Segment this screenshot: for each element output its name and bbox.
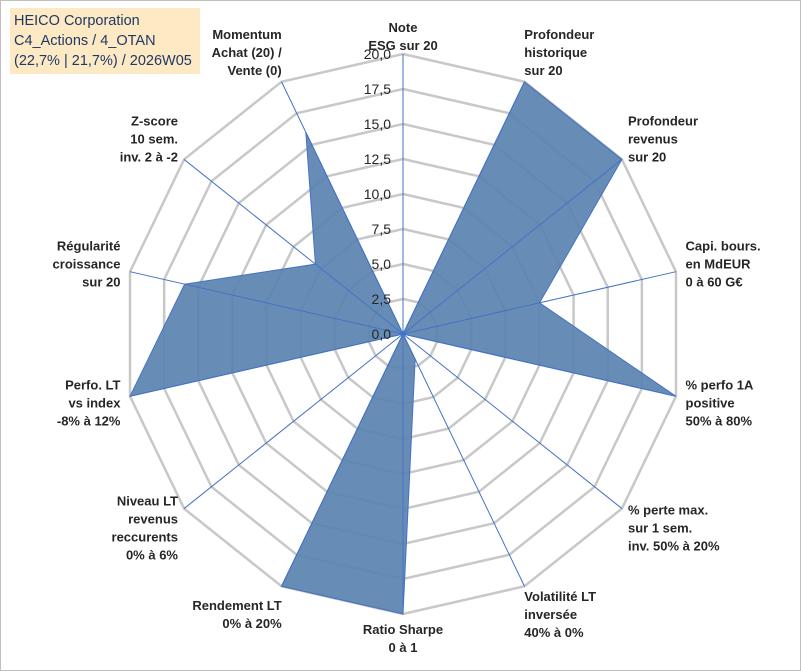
r-tick-label-3: 7,5 bbox=[372, 221, 392, 237]
r-tick-label-5: 12,5 bbox=[364, 151, 391, 167]
axis-label-3-line-2: 0 à 60 G€ bbox=[686, 275, 743, 290]
spoke-2 bbox=[402, 159, 623, 335]
axis-label-9-line-2: reccurents bbox=[112, 530, 178, 545]
spoke-8 bbox=[281, 333, 404, 587]
axis-label-2-line-0: Profondeur bbox=[628, 113, 698, 128]
axis-label-13-line-2: Vente (0) bbox=[228, 63, 282, 78]
axis-label-13-line-1: Achat (20) / bbox=[212, 45, 282, 60]
chart-title-line-1: HEICO Corporation bbox=[14, 13, 140, 29]
axis-label-9: Niveau LT revenus reccurents 0% à 6% bbox=[112, 494, 179, 563]
spoke-11 bbox=[129, 271, 404, 335]
axis-label-1: Profondeur historique sur 20 bbox=[524, 27, 594, 78]
axis-label-8: Rendement LT 0% à 20% bbox=[192, 598, 282, 631]
spoke-5 bbox=[402, 333, 623, 509]
axis-label-8-line-0: Rendement LT bbox=[192, 598, 281, 613]
axis-label-2-line-1: revenus bbox=[628, 131, 678, 146]
axis-label-2-line-2: sur 20 bbox=[628, 149, 666, 164]
spoke-4 bbox=[402, 333, 677, 397]
r-tick-label-8: 20,0 bbox=[364, 46, 391, 62]
axis-label-3-line-0: Capi. bours. bbox=[686, 239, 761, 254]
axis-label-4-line-1: positive bbox=[686, 395, 735, 410]
spoke-9 bbox=[183, 333, 404, 509]
axis-label-9-line-3: 0% à 6% bbox=[126, 548, 178, 563]
axis-label-10: Perfo. LT vs index -8% à 12% bbox=[57, 377, 121, 428]
axis-label-4-line-0: % perfo 1A bbox=[686, 377, 755, 392]
axis-label-1-line-1: historique bbox=[524, 45, 587, 60]
axis-label-12-line-2: inv. 2 à -2 bbox=[120, 149, 178, 164]
axis-label-7-line-1: 0 à 1 bbox=[389, 640, 418, 655]
axis-label-6-line-1: inversée bbox=[524, 607, 577, 622]
r-tick-label-6: 15,0 bbox=[364, 116, 391, 132]
axis-label-10-line-2: -8% à 12% bbox=[57, 413, 121, 428]
axis-label-12-line-1: 10 sem. bbox=[130, 131, 178, 146]
axis-label-10-line-1: vs index bbox=[68, 395, 121, 410]
r-tick-label-4: 10,0 bbox=[364, 186, 391, 202]
axis-label-12: Z-score 10 sem. inv. 2 à -2 bbox=[120, 113, 178, 164]
axis-label-6-line-2: 40% à 0% bbox=[524, 625, 584, 640]
r-tick-label-7: 17,5 bbox=[364, 81, 391, 97]
axis-label-5: % perte max. sur 1 sem. inv. 50% à 20% bbox=[628, 503, 720, 554]
axis-label-9-line-1: revenus bbox=[128, 512, 178, 527]
axis-label-0-line-0: Note bbox=[389, 20, 418, 35]
axis-label-5-line-2: inv. 50% à 20% bbox=[628, 539, 720, 554]
chart-title-line-3: (22,7% | 21,7%) / 2026W05 bbox=[14, 53, 192, 69]
axis-label-1-line-0: Profondeur bbox=[524, 27, 594, 42]
axis-label-9-line-0: Niveau LT bbox=[117, 494, 178, 509]
spoke-13 bbox=[281, 81, 404, 335]
axis-label-11-line-2: sur 20 bbox=[82, 275, 120, 290]
axis-label-5-line-1: sur 1 sem. bbox=[628, 521, 692, 536]
chart-title-line-2: C4_Actions / 4_OTAN bbox=[14, 33, 156, 49]
r-tick-label-1: 2,5 bbox=[372, 291, 392, 307]
r-tick-label-0: 0,0 bbox=[372, 326, 392, 342]
axis-label-4: % perfo 1A positive 50% à 80% bbox=[686, 377, 755, 428]
axis-label-2: Profondeur revenus sur 20 bbox=[628, 113, 698, 164]
axis-label-13-line-0: Momentum bbox=[212, 27, 281, 42]
r-tick-label-2: 5,0 bbox=[372, 256, 392, 272]
axis-label-11-line-1: croissance bbox=[53, 257, 121, 272]
spoke-3 bbox=[402, 271, 677, 335]
axis-label-6-line-0: Volatilité LT bbox=[524, 589, 596, 604]
axis-label-11-line-0: Régularité bbox=[57, 239, 121, 254]
axis-label-4-line-2: 50% à 80% bbox=[686, 413, 753, 428]
spoke-1 bbox=[402, 81, 525, 335]
axis-label-3: Capi. bours. en MdEUR 0 à 60 G€ bbox=[686, 239, 761, 290]
axis-label-12-line-0: Z-score bbox=[131, 113, 178, 128]
axis-label-7-line-0: Ratio Sharpe bbox=[363, 622, 443, 637]
spoke-10 bbox=[129, 333, 404, 397]
axis-label-7: Ratio Sharpe 0 à 1 bbox=[363, 622, 443, 655]
axis-label-5-line-0: % perte max. bbox=[628, 503, 708, 518]
axis-label-10-line-0: Perfo. LT bbox=[65, 377, 120, 392]
axis-label-1-line-2: sur 20 bbox=[524, 63, 562, 78]
axis-label-6: Volatilité LT inversée 40% à 0% bbox=[524, 589, 596, 640]
spoke-6 bbox=[402, 333, 525, 587]
axis-label-11: Régularité croissance sur 20 bbox=[53, 239, 121, 290]
spoke-12 bbox=[183, 159, 404, 335]
axis-label-3-line-1: en MdEUR bbox=[686, 257, 752, 272]
axis-label-8-line-1: 0% à 20% bbox=[222, 616, 282, 631]
axis-label-0-line-1: ESG sur 20 bbox=[368, 38, 437, 53]
axis-label-0: Note ESG sur 20 bbox=[368, 20, 437, 53]
axis-label-13: Momentum Achat (20) / Vente (0) bbox=[212, 27, 282, 78]
chart-title-box: HEICO Corporation C4_Actions / 4_OTAN (2… bbox=[10, 8, 200, 74]
